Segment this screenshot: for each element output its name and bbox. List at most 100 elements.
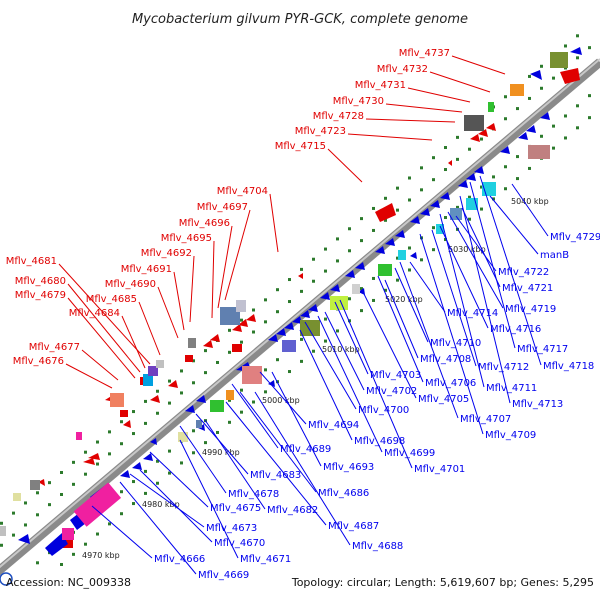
tick-mark [60,562,63,566]
leader-line [119,481,197,575]
tick-mark [264,368,267,372]
tick-mark [360,239,363,243]
leader-line [121,315,146,369]
reverse-leader-lines [91,175,549,575]
tick-mark [420,166,423,170]
tick-mark [588,116,591,120]
tick-mark [132,480,135,484]
reverse-gene-labels: Mflv_4729 manB Mflv_4722 Mflv_4721 Mflv_… [154,232,600,581]
tick-mark [336,329,339,333]
kbp-label: 5030 kbp [448,245,486,254]
leader-line [173,271,185,331]
tick-mark [300,337,303,341]
tick-mark [180,391,183,395]
leader-line [259,371,307,425]
tick-mark [36,491,39,495]
tick-marks [0,34,591,566]
tick-mark [420,258,423,262]
tick-mark [132,502,135,506]
tick-mark [564,136,567,140]
tick-mark [36,513,39,517]
tick-mark [504,117,507,121]
tick-mark [492,197,495,201]
tick-mark [408,246,411,250]
leader-line [189,255,195,323]
tick-mark [324,247,327,251]
tick-mark [204,371,207,375]
leader-line [385,103,463,113]
leader-line [91,505,153,559]
tick-mark [96,532,99,536]
forward-gene-labels: Mflv_4737 Mflv_4732 Mflv_4731 Mflv_4730 … [6,48,450,367]
gene-label: Mflv_4721 [502,283,553,294]
tick-mark [456,205,459,209]
gene-label: Mflv_4701 [414,464,465,475]
gene-label: Mflv_4695 [161,233,212,244]
tick-mark [336,237,339,241]
tick-mark [216,430,219,434]
leader-line [299,329,353,441]
leader-line [334,301,369,375]
leader-line [225,401,327,526]
gene-label: Mflv_4684 [69,308,120,319]
leader-line [217,225,233,309]
leader-line [361,289,417,399]
reverse-genes [18,47,582,556]
tick-mark [48,481,51,485]
tick-mark [96,440,99,444]
tick-mark [36,561,39,565]
gene-label: Mflv_4673 [206,523,257,534]
tick-mark [456,157,459,161]
tick-mark [588,94,591,98]
gene-label: Mflv_4666 [154,554,205,565]
tick-mark [372,228,375,232]
tick-mark [24,523,27,527]
tick-mark [228,398,231,402]
tick-mark [24,501,27,505]
gene-label: Mflv_4669 [198,570,249,581]
tick-mark [264,320,267,324]
gene-label: Mflv_4681 [6,256,57,267]
leader-line [58,263,151,365]
gene-label: Mflv_4694 [308,420,359,431]
tick-mark [144,491,147,495]
tick-mark [324,339,327,343]
tick-mark [84,450,87,454]
tick-mark [72,460,75,464]
tick-mark [576,104,579,108]
gene-label: Mflv_4697 [197,202,248,213]
tick-mark [204,441,207,445]
tick-mark [228,350,231,354]
tick-mark [192,381,195,385]
gene-label: Mflv_4702 [366,386,417,397]
tick-mark [588,46,591,50]
leader-line [271,371,322,467]
tick-mark [492,175,495,179]
leader-line [139,469,213,543]
tick-mark [240,388,243,392]
tick-mark [144,399,147,403]
tick-mark [444,216,447,220]
gene-label: Mflv_4714 [447,308,498,319]
tick-mark [84,472,87,476]
tick-mark [240,340,243,344]
tick-mark [156,481,159,485]
leader-line [81,349,119,381]
gene-label: Mflv_4689 [280,444,331,455]
topology-icon [0,572,13,586]
leader-line [339,299,413,469]
tick-mark [528,96,531,100]
gene-label: Mflv_4676 [13,356,64,367]
forward-leader-lines [58,55,506,389]
gene-label: Mflv_4699 [384,448,435,459]
tick-mark [468,195,471,199]
leader-line [439,213,485,388]
gene-label: Mflv_4670 [214,538,265,549]
tick-mark [192,429,195,433]
leader-line [399,261,459,419]
tick-mark [348,297,351,301]
tick-mark [120,490,123,494]
tick-mark [12,533,15,537]
tick-mark [300,359,303,363]
tick-mark [384,196,387,200]
